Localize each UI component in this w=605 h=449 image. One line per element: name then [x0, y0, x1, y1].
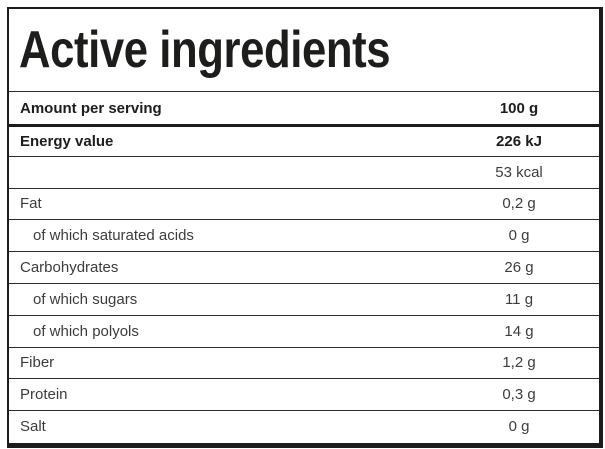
table-row: Fat 0,2 g: [9, 187, 599, 220]
row-label: Energy value: [20, 132, 114, 150]
row-label: Protein: [20, 386, 68, 404]
table-row: Energy value 226 kJ: [9, 124, 599, 156]
table-row: Carbohydrates 26 g: [9, 251, 599, 283]
row-label: Carbohydrates: [20, 259, 119, 277]
row-value: 226 kJ: [496, 132, 542, 150]
row-value: 26 g: [504, 259, 534, 277]
row-label: Fat: [20, 195, 42, 213]
row-value: 0,3 g: [502, 386, 536, 404]
card-title: Active ingredients: [19, 21, 391, 79]
row-value: 0 g: [508, 227, 530, 245]
column-header-label: Amount per serving: [20, 99, 162, 117]
table-row: Salt 0 g: [9, 410, 599, 442]
table-row: Fiber 1,2 g: [9, 346, 599, 379]
row-label: of which polyols: [33, 322, 139, 340]
nutrition-facts-card: Active ingredients Amount per serving 10…: [7, 7, 603, 448]
table-body: Energy value 226 kJ 53 kcal Fat 0,2 g of…: [9, 124, 599, 442]
row-value: 53 kcal: [495, 163, 543, 181]
table-row: of which sugars 11 g: [9, 282, 599, 315]
row-label: of which sugars: [33, 290, 138, 308]
table-row: 53 kcal: [9, 155, 599, 188]
card-header: Active ingredients: [9, 9, 599, 92]
row-value: 11 g: [504, 290, 534, 308]
row-label: Salt: [20, 418, 46, 436]
table-row: of which polyols 14 g: [9, 314, 599, 347]
row-value: 0 g: [508, 418, 530, 436]
table-header-row: Amount per serving 100 g: [9, 92, 599, 124]
table-row: Protein 0,3 g: [9, 378, 599, 411]
row-value: 14 g: [504, 322, 534, 340]
row-value: 1,2 g: [502, 354, 536, 372]
table-row: of which saturated acids 0 g: [9, 219, 599, 252]
column-header-value: 100 g: [499, 99, 539, 117]
row-value: 0,2 g: [502, 195, 536, 213]
row-label: of which saturated acids: [33, 227, 194, 245]
row-label: Fiber: [20, 354, 55, 372]
